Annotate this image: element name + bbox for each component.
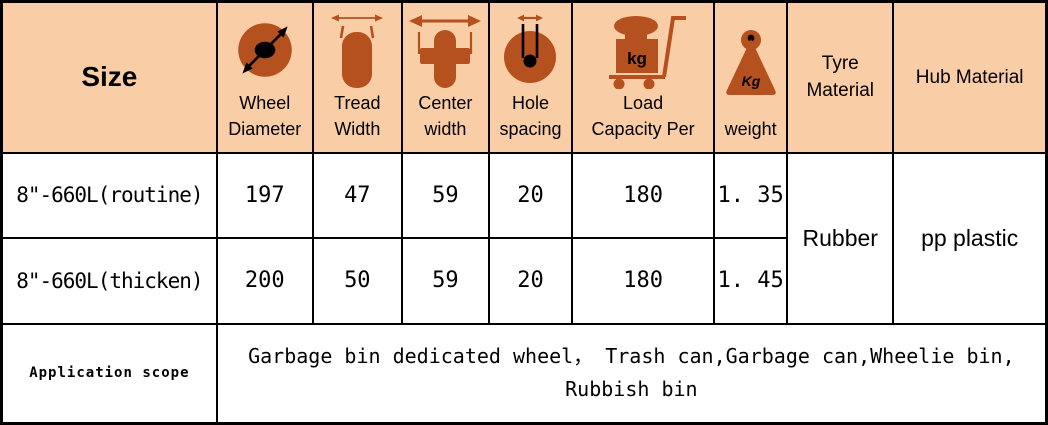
hole-spacing-icon bbox=[498, 9, 562, 90]
col-header-label: Load Capacity Per bbox=[591, 93, 695, 140]
col-header-label: weight bbox=[724, 119, 777, 140]
tyre-material-value: Rubber bbox=[786, 151, 895, 325]
weight-header-cell: Kg weight bbox=[713, 0, 789, 154]
load-capacity-icon: kg bbox=[594, 9, 692, 90]
col-header-label: Center width bbox=[418, 93, 473, 140]
weight-icon: Kg bbox=[722, 9, 780, 116]
hole-spacing-value: 20 bbox=[487, 237, 574, 325]
load-capacity-header-cell: kg Load Capacity Per bbox=[571, 0, 716, 154]
tyre-material-header-cell: Tyre Material bbox=[786, 0, 895, 154]
tread-width-header-cell: Tread Width bbox=[311, 0, 403, 154]
wheel-diameter-value: 200 bbox=[215, 237, 314, 325]
hub-material-header-cell: Hub Material bbox=[892, 0, 1048, 154]
center-width-icon bbox=[408, 9, 482, 90]
col-header-label: Wheel Diameter bbox=[228, 93, 302, 140]
table-row-thicken: 8"-660L(thicken) 200 50 59 20 180 1. 45 bbox=[0, 237, 1047, 325]
svg-text:kg: kg bbox=[627, 49, 647, 68]
application-row: Application scope Garbage bin dedicated … bbox=[0, 322, 1048, 425]
header-row: Size Wheel Diameter bbox=[0, 0, 1048, 154]
tyre-material-label: Tyre bbox=[821, 53, 859, 75]
table-row-routine: 8"-660L(routine) 197 47 59 20 180 1. 35 … bbox=[0, 151, 1048, 325]
col-header-label: Tread Width bbox=[334, 93, 381, 140]
size-header-cell: Size bbox=[0, 0, 218, 154]
center-width-value: 59 bbox=[400, 151, 490, 240]
size-value: 8"-660L(thicken) bbox=[0, 237, 218, 325]
application-scope-label: Application scope bbox=[0, 322, 218, 425]
load-capacity-value: 180 bbox=[571, 237, 716, 325]
center-width-value: 59 bbox=[400, 237, 490, 325]
svg-text:Kg: Kg bbox=[741, 73, 760, 89]
weight-value: 1. 45 bbox=[713, 237, 789, 325]
wheel-diameter-icon bbox=[232, 9, 298, 90]
wheel-diameter-header-cell: Wheel Diameter bbox=[215, 0, 314, 154]
weight-value: 1. 35 bbox=[713, 151, 789, 240]
hole-spacing-value: 20 bbox=[487, 151, 574, 240]
center-width-header-cell: Center width bbox=[400, 0, 490, 154]
tread-width-value: 50 bbox=[311, 237, 403, 325]
wheel-diameter-value: 197 bbox=[215, 151, 314, 240]
hub-material-value: pp plastic bbox=[892, 151, 1048, 325]
tread-width-value: 47 bbox=[311, 151, 403, 240]
load-capacity-value: 180 bbox=[571, 151, 716, 240]
tread-width-icon bbox=[328, 9, 386, 90]
application-scope-text: Garbage bin dedicated wheel， Trash can,G… bbox=[215, 322, 1048, 425]
hole-spacing-header-cell: Hole spacing bbox=[487, 0, 574, 154]
size-value: 8"-660L(routine) bbox=[0, 151, 218, 240]
col-header-label: Hole spacing bbox=[499, 93, 562, 140]
hub-material-label: Hub Material bbox=[915, 66, 1024, 88]
size-header-label: Size bbox=[81, 61, 138, 93]
